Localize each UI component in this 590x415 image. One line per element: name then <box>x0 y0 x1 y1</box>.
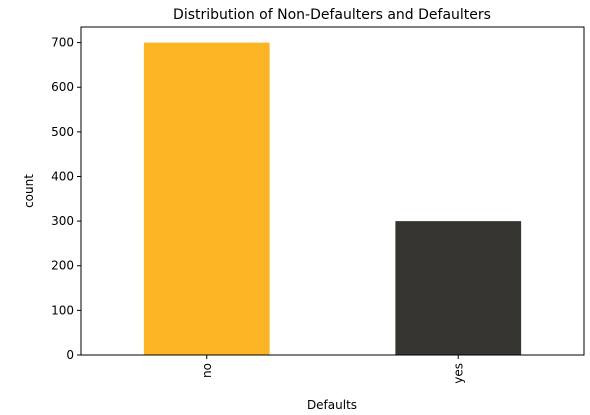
bar-no <box>144 43 270 355</box>
y-tick-label: 500 <box>51 125 74 139</box>
x-tick-label: no <box>200 363 214 378</box>
y-tick-label: 300 <box>51 214 74 228</box>
x-tick-label: yes <box>451 363 465 384</box>
bars-group <box>144 43 521 355</box>
y-tick-label: 400 <box>51 169 74 183</box>
bar-yes <box>395 221 521 355</box>
y-axis: 0 100 200 300 400 500 600 700 <box>51 36 81 362</box>
y-tick-label: 100 <box>51 303 74 317</box>
y-axis-label: count <box>22 174 36 208</box>
y-tick-label: 600 <box>51 80 74 94</box>
chart-title: Distribution of Non-Defaulters and Defau… <box>173 7 491 23</box>
y-tick-label: 700 <box>51 36 74 50</box>
y-tick-label: 0 <box>66 348 74 362</box>
x-axis: no yes <box>200 355 466 384</box>
x-axis-label: Defaults <box>307 398 357 412</box>
y-tick-label: 200 <box>51 259 74 273</box>
